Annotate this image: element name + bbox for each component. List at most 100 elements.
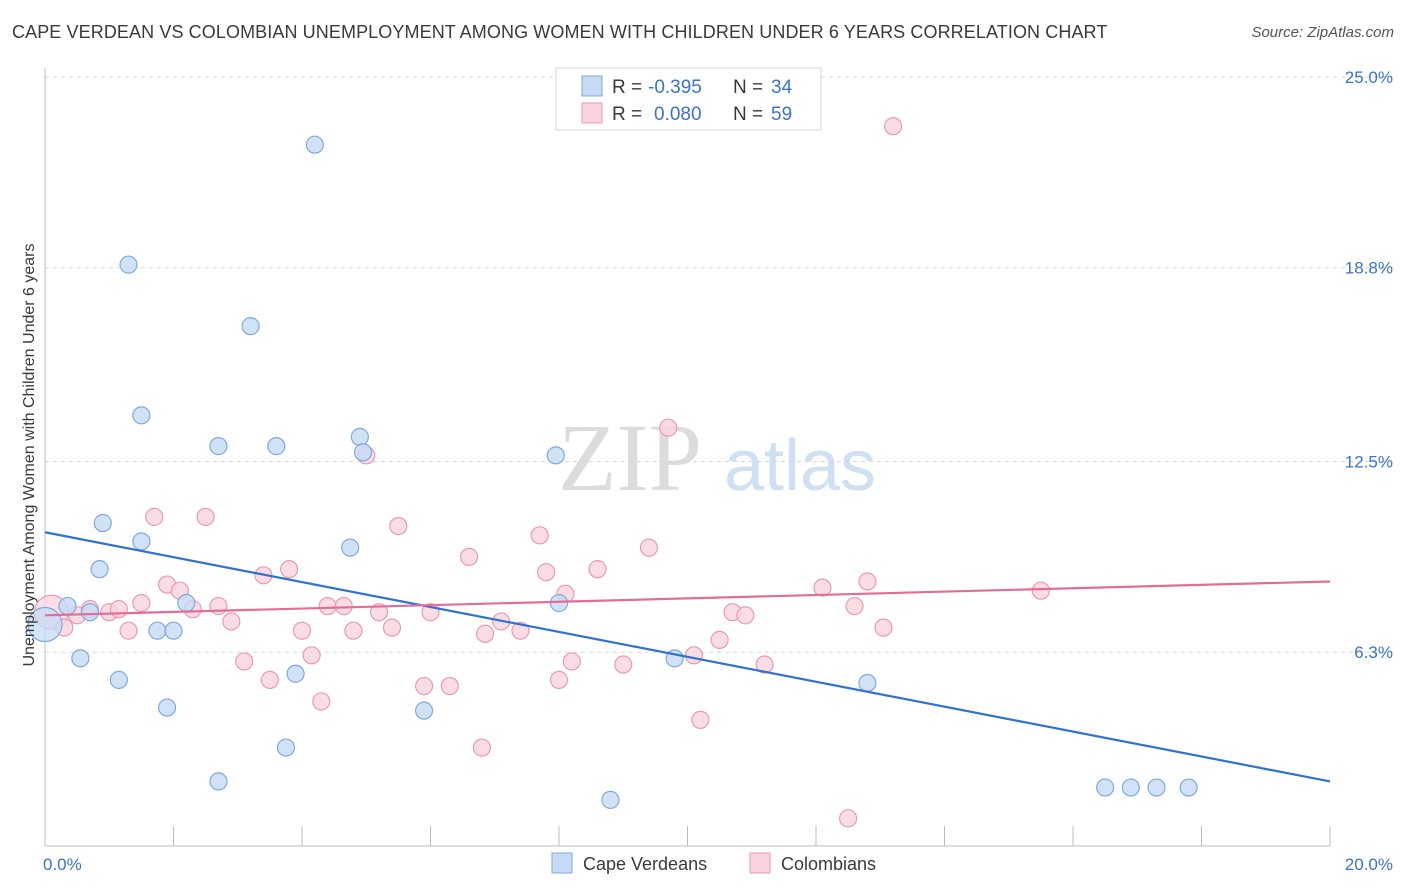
grid	[45, 76, 1395, 653]
colombian-point	[588, 560, 607, 579]
cape-verdean-point	[267, 437, 286, 456]
legend-n-value-pink: 59	[771, 104, 792, 125]
cape-verdean-point	[414, 701, 434, 720]
cape-verdean-point	[119, 255, 138, 274]
colombian-point	[562, 652, 581, 671]
cape-verdean-point	[132, 406, 151, 425]
cape-verdean-point	[177, 593, 196, 613]
legend-n-label: N =	[733, 104, 763, 125]
colombian-point	[334, 596, 353, 616]
y-tick-label: 25.0%	[1345, 68, 1393, 87]
cape-verdean-point	[241, 317, 260, 336]
colombian-point	[874, 618, 893, 637]
colombian-point	[614, 655, 633, 674]
cape-verdean-point	[71, 649, 90, 668]
colombian-point	[222, 612, 241, 631]
colombian-point	[119, 621, 138, 640]
cape-verdean-trend-line	[44, 531, 1331, 783]
cape-verdean-point	[353, 443, 373, 462]
legend-swatch-pink	[581, 102, 603, 124]
colombian-point	[858, 572, 877, 591]
cape-verdean-point	[148, 621, 167, 640]
series-label-cape-verdeans: Cape Verdeans	[583, 854, 707, 874]
cape-verdean-point	[1179, 778, 1198, 797]
correlation-legend: R = -0.395 N = 34 R = 0.080 N = 59	[555, 67, 822, 131]
series-label-colombians: Colombians	[781, 854, 876, 874]
colombian-point	[109, 600, 128, 619]
legend-r-value-blue: -0.395	[648, 77, 702, 98]
cape-verdean-point	[58, 596, 77, 616]
colombian-point	[344, 621, 363, 640]
colombian-point	[370, 603, 389, 622]
cape-verdean-point	[546, 446, 565, 465]
watermark-atlas: atlas	[724, 426, 876, 506]
legend-swatch-blue	[581, 75, 603, 97]
cape-verdean-point	[1147, 778, 1166, 797]
cape-verdean-point	[1121, 778, 1140, 797]
y-tick-label: 6.3%	[1354, 643, 1393, 662]
colombian-point	[883, 117, 903, 136]
cape-verdean-point	[858, 673, 877, 693]
cape-verdean-point	[209, 437, 228, 456]
cape-verdean-point	[80, 603, 100, 622]
colombian-point	[145, 507, 164, 526]
colombian-point	[132, 593, 151, 613]
cape-verdean-point	[164, 621, 183, 640]
colombian-point	[318, 596, 337, 616]
legend-r-value-pink: 0.080	[654, 104, 702, 125]
cape-verdean-point	[1096, 778, 1115, 797]
cape-verdean-point	[93, 513, 112, 533]
legend-n-value-blue: 34	[771, 77, 793, 98]
colombian-point	[549, 670, 569, 689]
colombian-point	[292, 621, 312, 640]
cape-verdean-point	[350, 427, 369, 446]
cape-verdean-point	[276, 738, 296, 757]
colombian-point	[196, 507, 215, 526]
legend-r-label: R =	[612, 104, 642, 125]
colombian-point	[639, 538, 659, 557]
colombian-point	[312, 692, 331, 711]
colombian-point	[511, 621, 530, 640]
colombian-point	[839, 809, 858, 828]
legend-r-label: R =	[612, 77, 642, 98]
colombian-point	[813, 578, 832, 597]
colombian-point	[845, 596, 864, 616]
y-tick-label: 12.5%	[1345, 453, 1393, 472]
colombian-point	[235, 652, 254, 671]
colombian-point	[710, 630, 729, 650]
watermark: ZIP atlas	[558, 404, 876, 511]
cape-verdean-point	[305, 135, 324, 154]
cape-verdean-point	[132, 532, 151, 551]
colombian-point	[537, 563, 556, 582]
colombian-point	[736, 606, 755, 625]
x-tick-label: 0.0%	[43, 855, 82, 874]
colombian-point	[691, 710, 710, 729]
cape-verdean-point	[341, 538, 360, 557]
chart-title: CAPE VERDEAN VS COLOMBIAN UNEMPLOYMENT A…	[12, 22, 1108, 42]
colombian-point	[755, 655, 774, 674]
y-axis-title: Unemployment Among Women with Children U…	[21, 243, 38, 666]
colombian-point	[459, 547, 479, 566]
cape-verdean-point	[157, 698, 177, 717]
colombian-point	[472, 738, 491, 757]
colombian-point	[260, 670, 279, 689]
source-label: Source: ZipAtlas.com	[1251, 24, 1394, 41]
colombian-point	[280, 560, 299, 579]
watermark-zip: ZIP	[558, 404, 702, 511]
colombian-trend-line	[44, 580, 1331, 617]
series-swatch-cape-verdeans	[551, 852, 573, 874]
x-tick-label: 20.0%	[1345, 855, 1393, 874]
cape-verdean-point	[90, 560, 109, 579]
cape-verdean-point	[601, 790, 620, 809]
legend-n-label: N =	[733, 77, 763, 98]
colombian-point	[209, 596, 228, 616]
colombian-point	[684, 646, 704, 665]
colombian-point	[1031, 581, 1050, 600]
colombian-point	[440, 676, 459, 696]
axes: 6.3% 12.5% 18.8% 25.0% 0.0% 20.0%	[43, 68, 1393, 874]
cape-verdean-point	[209, 772, 228, 791]
colombian-point	[414, 676, 434, 696]
cape-verdean-point	[109, 670, 128, 689]
colombian-point	[530, 526, 549, 545]
